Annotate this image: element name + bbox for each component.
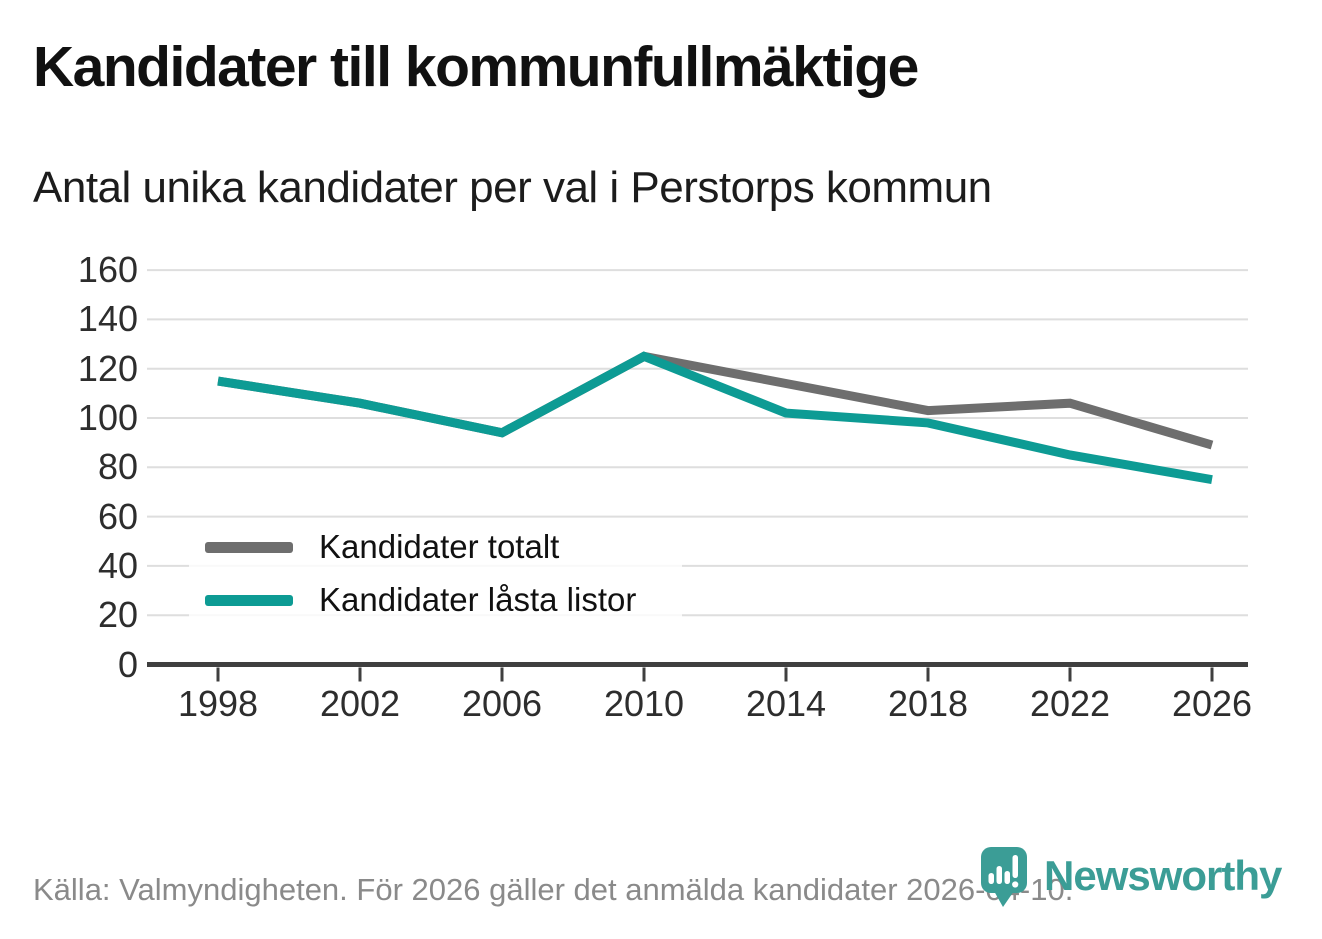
x-axis-label: 2006 xyxy=(461,683,543,724)
legend-swatch-locked xyxy=(205,594,293,606)
legend: Kandidater totalt Kandidater låsta listo… xyxy=(189,519,683,631)
y-axis-label: 160 xyxy=(77,249,138,290)
y-axis-label: 140 xyxy=(77,298,138,339)
x-axis-label: 2018 xyxy=(887,683,969,724)
legend-swatch-total xyxy=(205,541,293,553)
legend-label: Kandidater låsta listor xyxy=(319,581,637,618)
legend-item-total: Kandidater totalt xyxy=(205,528,636,566)
x-axis-label: 2026 xyxy=(1171,683,1253,724)
chart-subtitle: Antal unika kandidater per val i Perstor… xyxy=(33,163,992,212)
newsworthy-logo: Newsworthy xyxy=(981,847,1282,909)
legend-item-locked: Kandidater låsta listor xyxy=(205,581,636,619)
x-axis-label: 2002 xyxy=(319,683,401,724)
x-axis-label: 2014 xyxy=(745,683,827,724)
x-axis-label: 2010 xyxy=(603,683,685,724)
y-axis-label: 60 xyxy=(97,496,138,537)
source-note: Källa: Valmyndigheten. För 2026 gäller d… xyxy=(33,872,1074,907)
y-axis-label: 120 xyxy=(77,348,138,389)
x-axis-label: 2022 xyxy=(1029,683,1111,724)
y-axis-label: 40 xyxy=(97,545,138,586)
y-axis-label: 0 xyxy=(117,644,138,685)
newsworthy-pin-barchart-icon xyxy=(981,847,1027,907)
legend-label: Kandidater totalt xyxy=(319,528,560,565)
y-axis-label: 20 xyxy=(97,594,138,635)
y-axis-label: 100 xyxy=(77,397,138,438)
y-axis-label: 80 xyxy=(97,446,138,487)
newsworthy-wordmark: Newsworthy xyxy=(1044,852,1282,899)
x-axis-label: 1998 xyxy=(177,683,259,724)
page-title: Kandidater till kommunfullmäktige xyxy=(33,35,919,99)
